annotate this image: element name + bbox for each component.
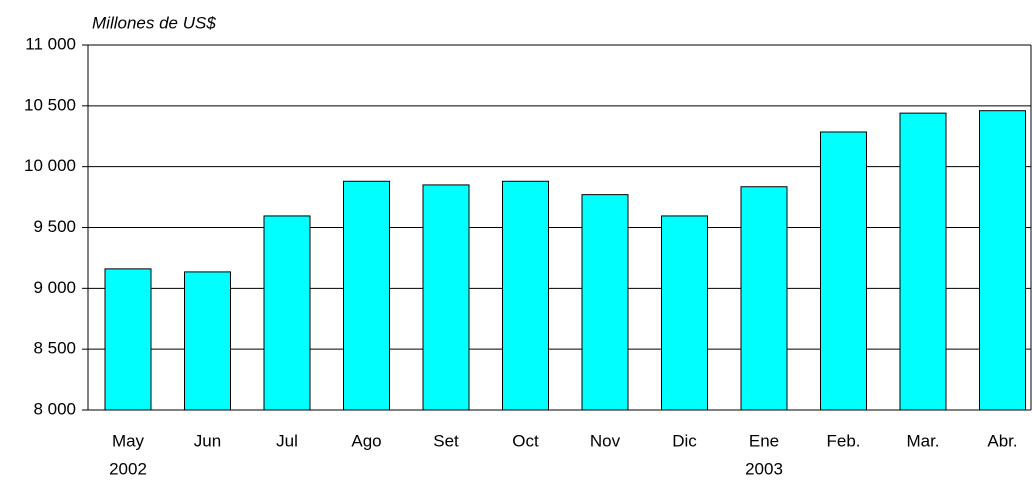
x-group-label: 2002 (109, 459, 147, 478)
x-tick-label: Ago (351, 431, 381, 450)
x-tick-label: Mar. (906, 431, 939, 450)
x-tick-label: Oct (512, 431, 539, 450)
x-tick-label: Abr. (987, 431, 1017, 450)
bar (104, 268, 152, 411)
x-tick-label: Feb. (826, 431, 860, 450)
y-tick-label: 9 000 (33, 278, 76, 297)
x-tick-label: Set (433, 431, 459, 450)
x-tick-label: Nov (590, 431, 621, 450)
bar (899, 112, 947, 411)
bar (661, 215, 708, 411)
bar (263, 215, 311, 411)
y-tick-label: 9 500 (33, 217, 76, 236)
x-tick-label: Jun (194, 431, 221, 450)
bar (343, 180, 390, 411)
x-tick-label: Jul (276, 431, 298, 450)
bar (820, 131, 867, 411)
bar (581, 194, 629, 411)
y-tick-label: 8 500 (33, 339, 76, 358)
x-tick-label: Dic (672, 431, 697, 450)
bar (979, 110, 1026, 411)
y-tick-label: 10 500 (24, 95, 76, 114)
x-tick-label: May (112, 431, 145, 450)
bar (740, 186, 788, 411)
y-tick-label: 11 000 (25, 34, 76, 53)
y-tick-label: 8 000 (33, 399, 76, 418)
x-tick-label: Ene (749, 431, 779, 450)
x-group-label: 2003 (745, 459, 783, 478)
bar (502, 180, 549, 411)
y-axis-label: Millones de US$ (92, 13, 216, 32)
bar (184, 271, 231, 411)
bar (422, 184, 470, 411)
y-tick-label: 10 000 (24, 156, 76, 175)
